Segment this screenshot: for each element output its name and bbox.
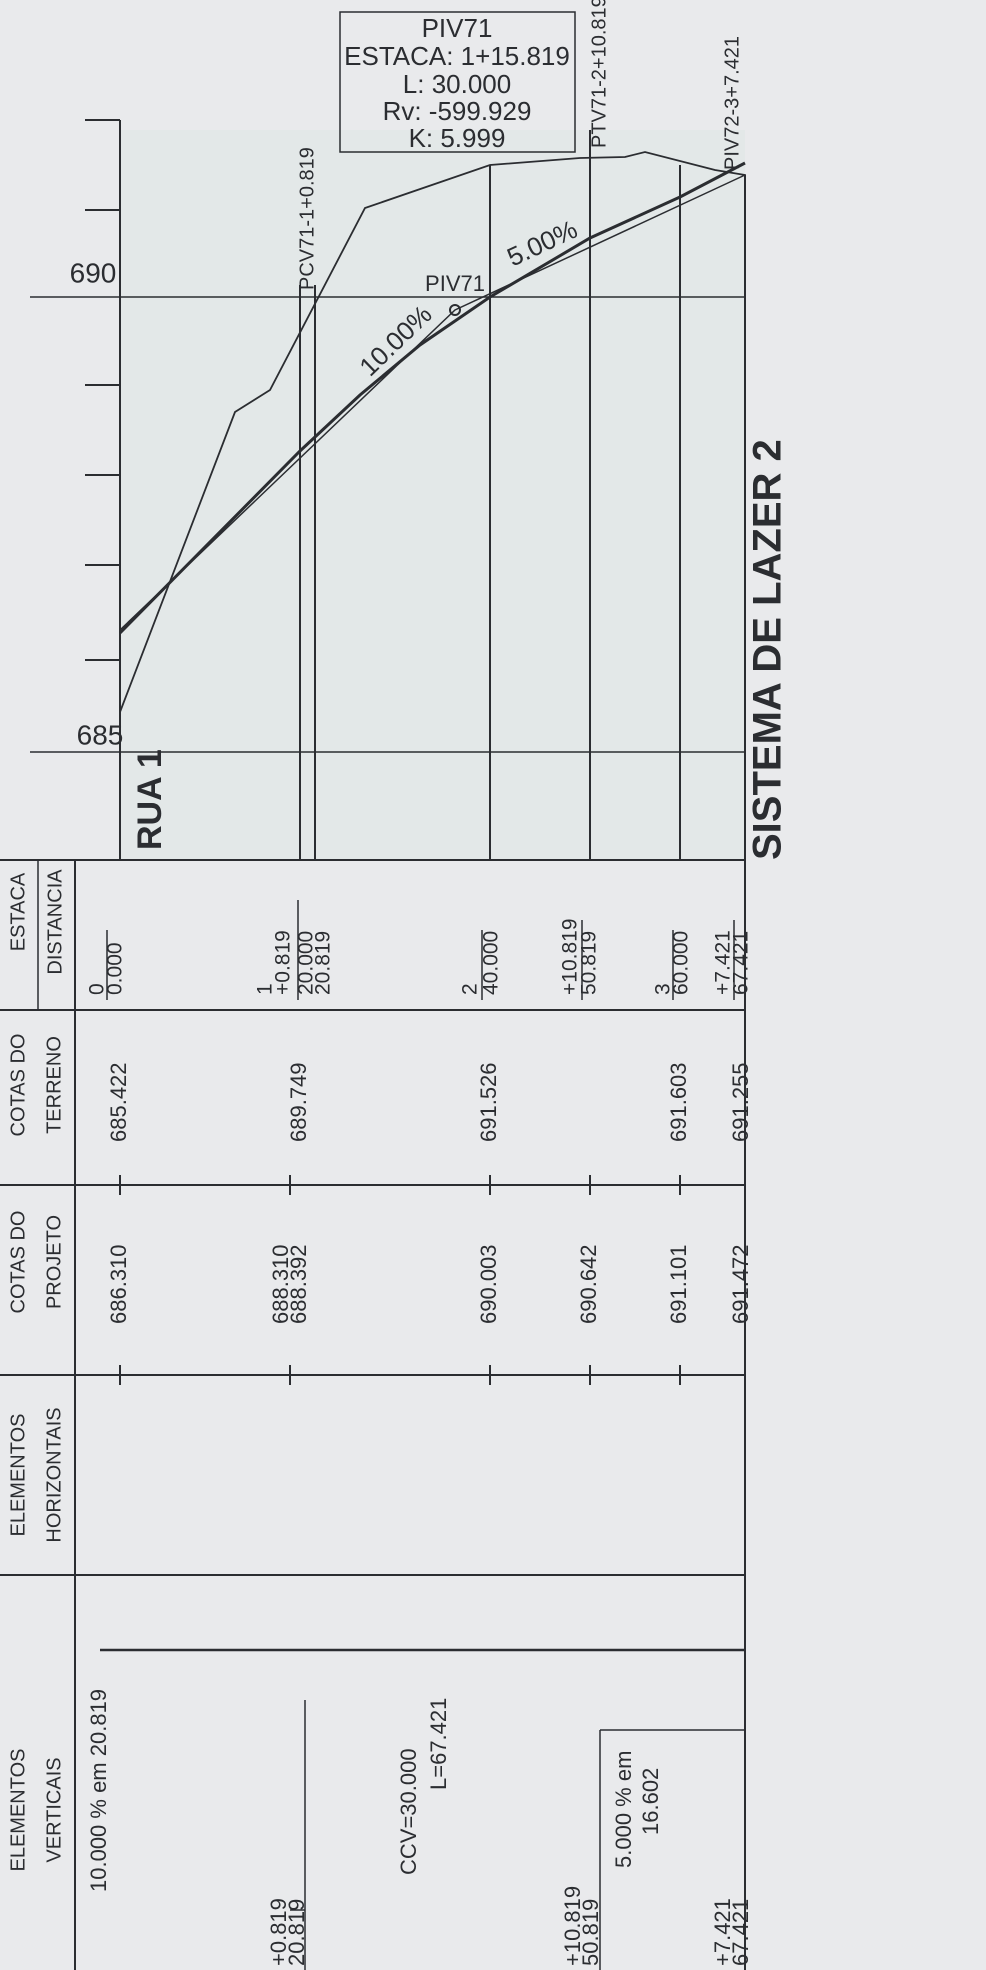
table-header: VERTICAIS: [43, 1757, 65, 1862]
estaca-cell: 1: [254, 983, 277, 995]
projeto-cell: 690.003: [476, 1244, 501, 1324]
terreno-cell: 689.749: [286, 1062, 311, 1142]
vertical-element: +10.819: [560, 1886, 585, 1966]
terreno-cell: 685.422: [106, 1062, 131, 1142]
station-label: PIV72-3+7.421: [721, 36, 743, 170]
estaca-cell: 67.421: [730, 931, 753, 995]
table-header: ELEMENTOS: [7, 1749, 29, 1872]
table-header: DISTANCIA: [44, 869, 66, 975]
vertical-element: +7.421: [710, 1898, 735, 1966]
table-header: TERRENO: [43, 1036, 65, 1134]
station-lines: [299, 130, 746, 1970]
piv-box: [339, 11, 576, 153]
elevation-label: 690: [70, 257, 117, 288]
estaca-cell: 2: [459, 983, 482, 995]
vertical-element: 50.819: [578, 1899, 603, 1966]
elevation-label: 685: [77, 719, 124, 750]
estaca-cell: +10.819: [559, 919, 582, 996]
profile-area: [120, 130, 745, 860]
terreno-cell: 691.255: [728, 1062, 753, 1142]
vertical-element: 16.602: [638, 1768, 663, 1835]
table-header: ELEMENTOS: [7, 1414, 29, 1537]
projeto-cell: 690.642: [576, 1244, 601, 1324]
piv-info: ESTACA: 1+15.819: [344, 41, 570, 71]
table-borders: [0, 859, 745, 1970]
table-header: COTAS DO: [7, 1034, 29, 1137]
estaca-cell: 20.000: [295, 931, 318, 995]
table-header: COTAS DO: [7, 1211, 29, 1314]
estaca-cell: +7.421: [712, 930, 735, 995]
vertical-element: CCV=30.000: [396, 1748, 421, 1875]
table-header: PROJETO: [43, 1215, 65, 1309]
vertical-element: 10.000 % em 20.819: [86, 1689, 111, 1892]
projeto-cell: 688.310: [268, 1244, 293, 1324]
station-label: PCV71-1+0.819: [296, 147, 318, 290]
tangent-line: [119, 174, 746, 631]
estaca-cell: 0: [86, 983, 109, 995]
vertical-element: +0.819: [266, 1898, 291, 1966]
terreno-cell: 691.526: [476, 1062, 501, 1142]
estaca-cell: 60.000: [670, 931, 693, 995]
projeto-cell: 688.392: [286, 1244, 311, 1324]
piv-point: [449, 304, 461, 316]
estaca-cell: 20.819: [312, 931, 335, 995]
estaca-cell: 0.000: [104, 942, 127, 995]
ground-line: [119, 151, 746, 713]
estaca-cell: 3: [652, 983, 675, 995]
projeto-cell: 691.472: [728, 1244, 753, 1324]
table-header: HORIZONTAIS: [43, 1407, 65, 1542]
estaca-cell: +0.819: [272, 930, 295, 995]
table-header: ESTACA: [7, 872, 29, 951]
estaca-cell: 50.819: [578, 931, 601, 995]
drawing-title: SISTEMA DE LAZER 2: [746, 439, 790, 860]
piv-info: K: 5.999: [409, 123, 506, 153]
vertical-element: L=67.421: [426, 1698, 451, 1790]
piv-label: PIV71: [425, 271, 485, 296]
piv-info: L: 30.000: [403, 69, 511, 99]
street-label: RUA 1: [131, 749, 169, 850]
vertical-element: 20.819: [284, 1899, 309, 1966]
estaca-cell: 40.000: [480, 931, 503, 995]
axis-ticks: [85, 119, 120, 661]
vertical-element: 67.421: [728, 1899, 753, 1966]
projeto-cell: 691.101: [666, 1244, 691, 1324]
terreno-cell: 691.603: [666, 1062, 691, 1142]
piv-info: Rv: -599.929: [383, 96, 532, 126]
vertical-element: 5.000 % em: [611, 1751, 636, 1868]
projeto-cell: 686.310: [106, 1244, 131, 1324]
station-label: PTV71-2+10.819: [588, 0, 610, 148]
project-line: [118, 161, 746, 635]
piv-info: PIV71: [422, 13, 493, 43]
